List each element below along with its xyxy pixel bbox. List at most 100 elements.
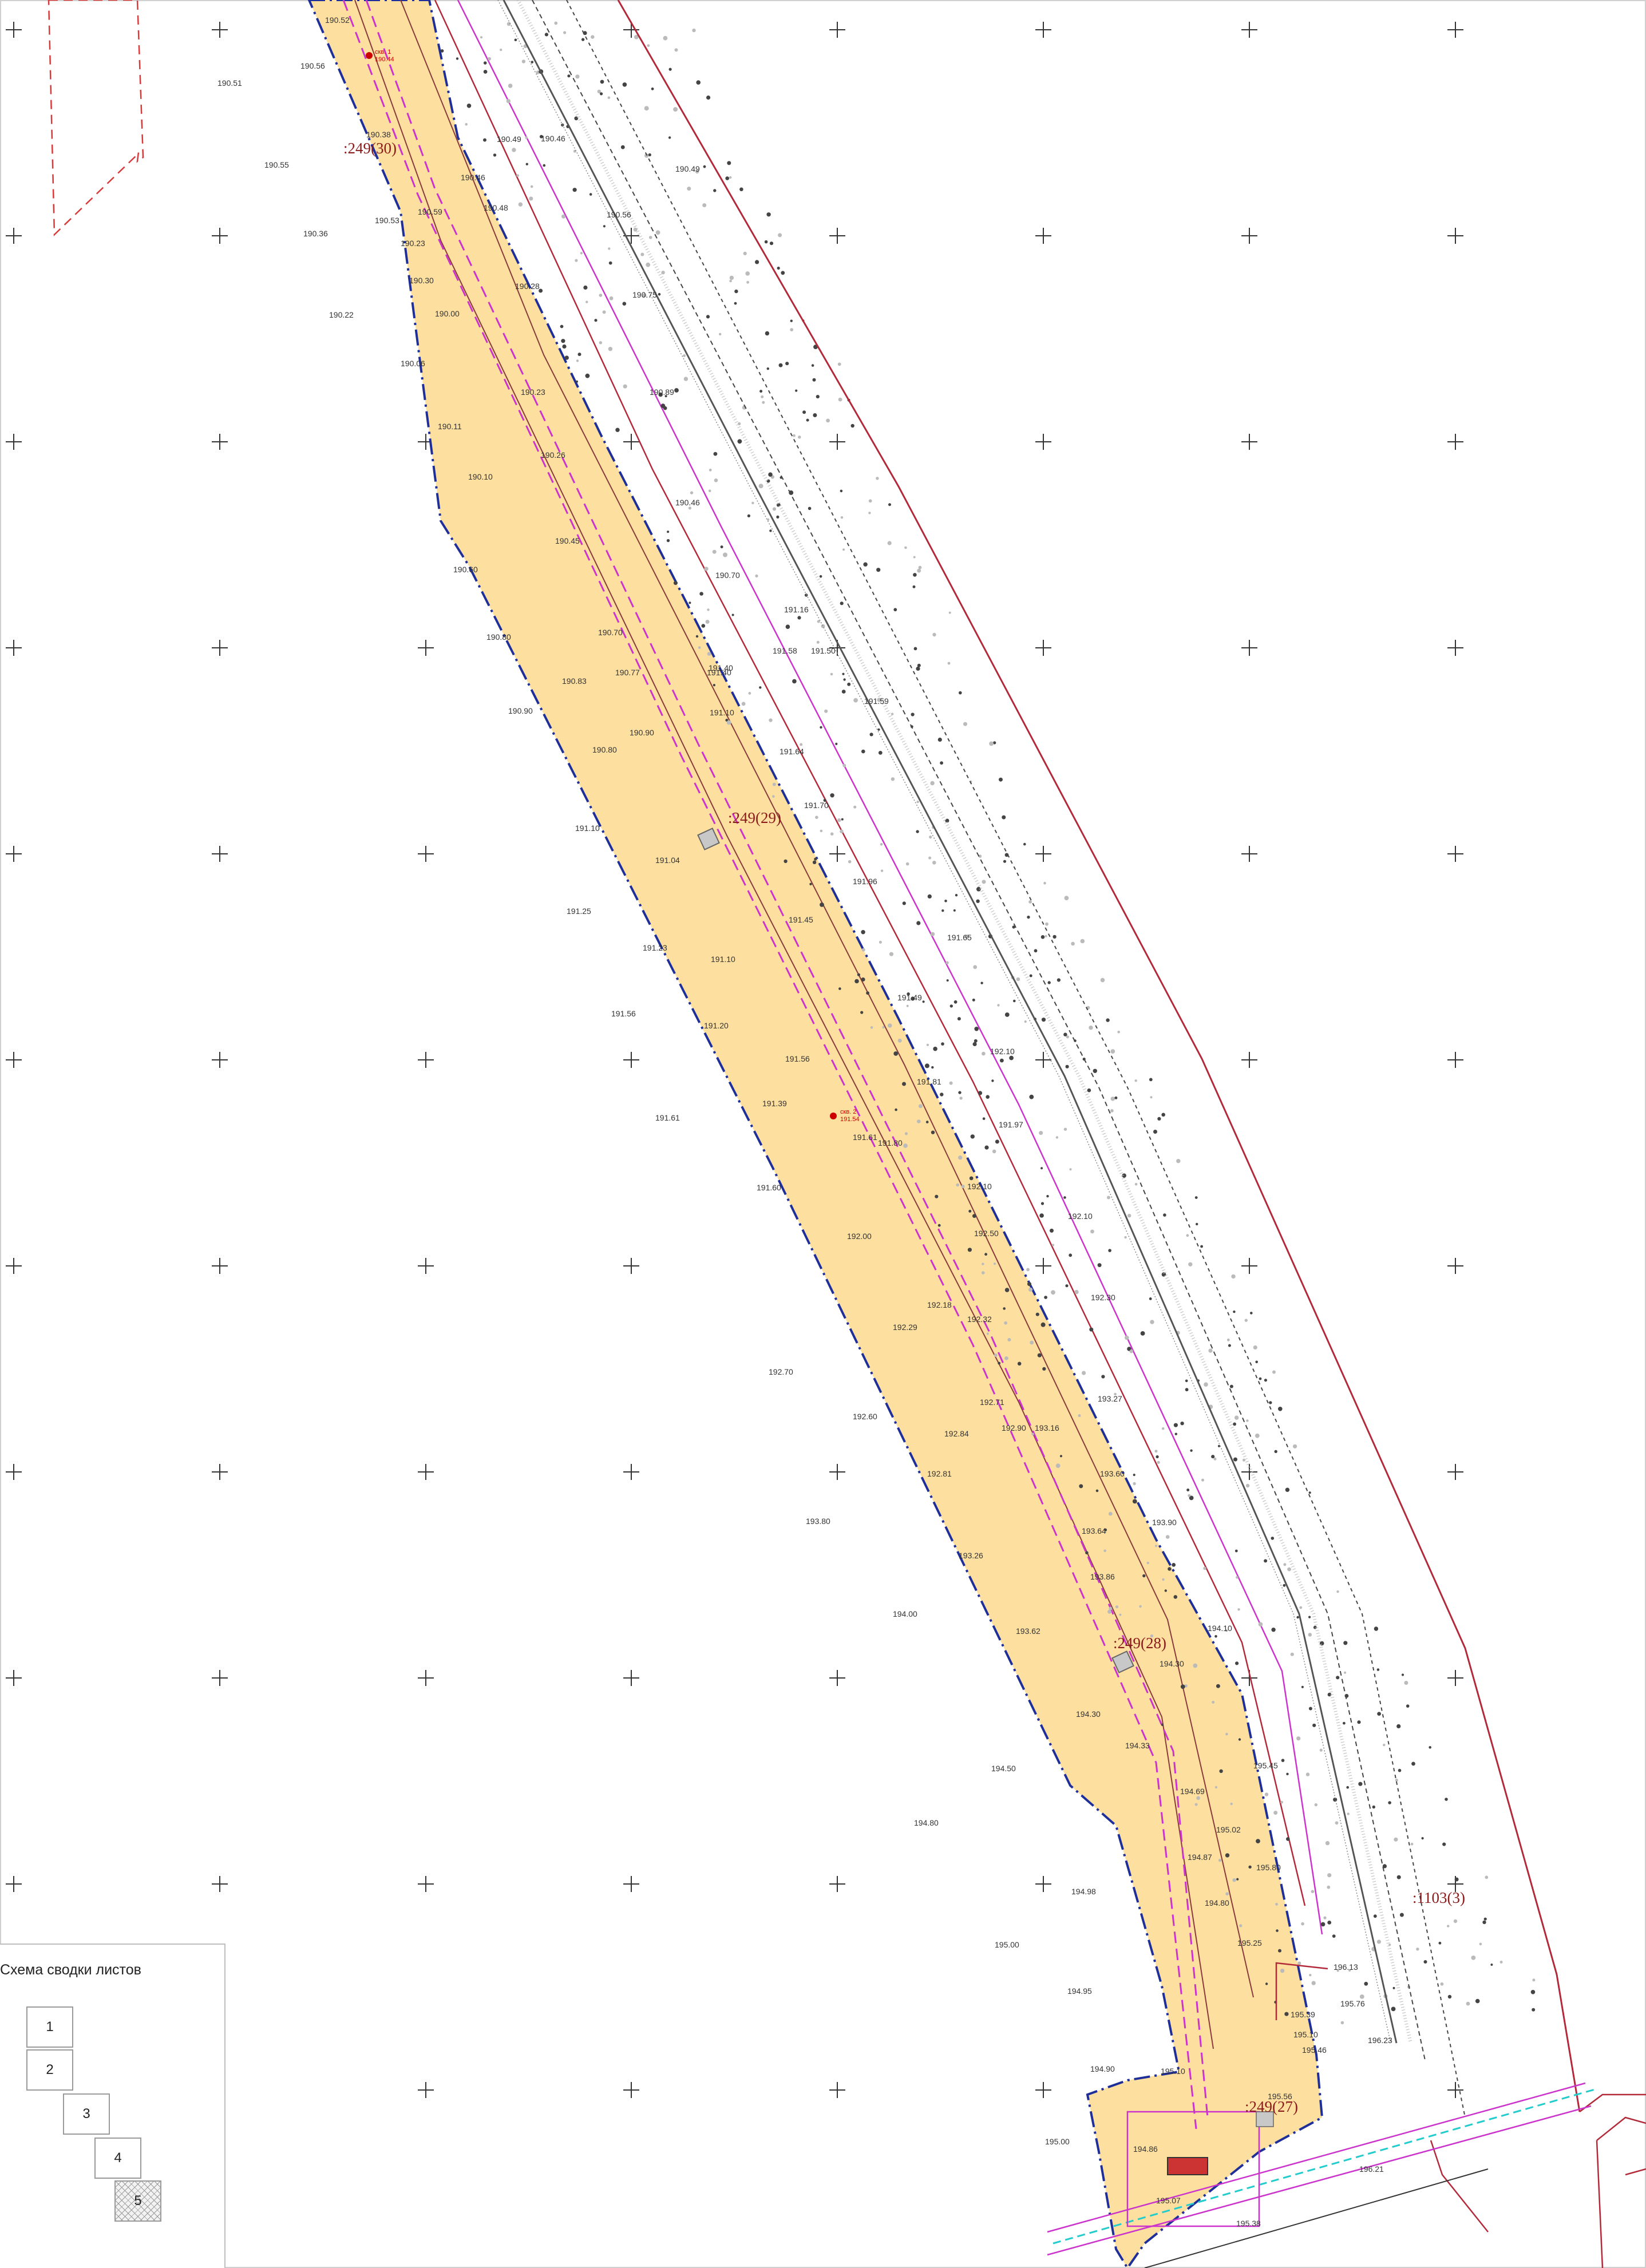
sheet-1[interactable]: 1 xyxy=(26,2006,73,2048)
vegetation-dot xyxy=(1186,1489,1190,1491)
vegetation-dot xyxy=(776,515,780,519)
grid-cross xyxy=(623,1052,639,1068)
vegetation-dot xyxy=(877,728,880,731)
vegetation-dot xyxy=(1392,1986,1395,1989)
vegetation-dot xyxy=(880,843,883,846)
vegetation-dot xyxy=(1114,1096,1118,1099)
vegetation-dot xyxy=(1026,1268,1030,1272)
elevation-label: 192.10 xyxy=(1068,1212,1093,1221)
vegetation-dot xyxy=(1395,1778,1398,1782)
elevation-label: 190.75 xyxy=(632,290,657,299)
vegetation-dot xyxy=(648,153,651,157)
vegetation-dot xyxy=(1232,1878,1236,1882)
vegetation-dot xyxy=(719,333,722,336)
vegetation-dot xyxy=(1376,1668,1380,1671)
elevation-label: 195.25 xyxy=(1237,1938,1262,1948)
vegetation-dot xyxy=(1297,1961,1301,1965)
vegetation-dot xyxy=(1004,1288,1010,1292)
vegetation-dot xyxy=(1233,1422,1237,1426)
vegetation-dot xyxy=(1388,1801,1391,1804)
vegetation-dot xyxy=(512,148,516,152)
vegetation-dot xyxy=(720,545,723,549)
vegetation-dot xyxy=(1357,1720,1361,1724)
vegetation-dot xyxy=(1238,1738,1241,1741)
elevation-label: 191.96 xyxy=(853,877,877,886)
vegetation-dot xyxy=(1028,900,1032,904)
grid-cross xyxy=(829,1876,845,1892)
vegetation-dot xyxy=(1029,1094,1034,1099)
magenta-dashed-1 xyxy=(365,0,1209,2118)
vegetation-dot xyxy=(1248,1865,1252,1869)
vegetation-dot xyxy=(1286,1837,1290,1841)
vegetation-dot xyxy=(1253,1345,1257,1350)
vegetation-dot xyxy=(1305,1772,1310,1776)
grid-cross xyxy=(212,1464,228,1480)
sheet-3[interactable]: 3 xyxy=(63,2093,110,2135)
magenta-solid xyxy=(457,0,1323,1935)
elevation-label: 194.95 xyxy=(1067,1986,1092,1996)
vegetation-dot xyxy=(955,894,958,897)
elevation-label: 194.30 xyxy=(1160,1659,1184,1668)
vegetation-dot xyxy=(946,979,949,982)
vegetation-dot xyxy=(1045,922,1048,926)
vegetation-dot xyxy=(1133,1482,1136,1486)
vegetation-dot xyxy=(986,1095,990,1099)
elevation-label: 190.48 xyxy=(484,203,508,212)
sheet-5[interactable]: 5 xyxy=(114,2180,161,2222)
sheet-2[interactable]: 2 xyxy=(26,2049,73,2091)
vegetation-dot xyxy=(755,574,758,578)
elevation-label: 195.10 xyxy=(1293,2030,1318,2039)
elevation-label: 195.46 xyxy=(1302,2045,1327,2055)
vegetation-dot xyxy=(723,552,727,557)
vegetation-dot xyxy=(927,894,932,899)
vegetation-dot xyxy=(758,484,763,489)
elevation-label: 191.40 xyxy=(709,663,733,672)
grid-cross xyxy=(418,1670,434,1686)
vegetation-dot xyxy=(581,38,585,41)
elevation-label: 191.70 xyxy=(804,801,829,810)
vegetation-dot xyxy=(1164,1589,1168,1592)
vegetation-dot xyxy=(821,624,825,628)
vegetation-dot xyxy=(968,1209,972,1213)
vegetation-dot xyxy=(769,718,773,722)
elevation-label: 193.64 xyxy=(1082,1526,1106,1535)
vegetation-dot xyxy=(1040,1322,1046,1327)
vegetation-dot xyxy=(709,468,712,472)
vegetation-dot xyxy=(769,242,774,246)
vegetation-dot xyxy=(902,901,906,905)
vegetation-dot xyxy=(1296,1616,1299,1619)
vegetation-dot xyxy=(941,909,944,912)
elevation-label: 195.02 xyxy=(1216,1825,1241,1834)
vegetation-dot xyxy=(1532,2008,1536,2012)
vegetation-dot xyxy=(903,1143,908,1148)
vegetation-dot xyxy=(982,1271,985,1274)
vegetation-dot xyxy=(1312,1723,1316,1727)
vegetation-dot xyxy=(830,793,834,798)
grid-cross xyxy=(212,640,228,656)
legend-title: Схема сводки листов xyxy=(0,1962,141,1978)
vegetation-dot xyxy=(895,1108,897,1111)
vegetation-dot xyxy=(817,620,820,623)
vegetation-dot xyxy=(1311,1981,1316,1985)
vegetation-dot xyxy=(868,512,871,514)
vegetation-dot xyxy=(937,1224,941,1227)
vegetation-dot xyxy=(800,743,803,746)
sheet-4[interactable]: 4 xyxy=(94,2138,141,2179)
vegetation-dot xyxy=(924,1063,929,1068)
sheet-3-label: 3 xyxy=(82,2106,90,2121)
vegetation-dot xyxy=(1364,1981,1368,1986)
vegetation-dot xyxy=(967,1248,972,1252)
vegetation-dot xyxy=(739,187,743,192)
vegetation-dot xyxy=(683,377,689,381)
vegetation-dot xyxy=(734,289,738,294)
vegetation-dot xyxy=(726,720,731,725)
vegetation-dot xyxy=(507,22,511,26)
vegetation-dot xyxy=(608,347,613,351)
vegetation-dot xyxy=(699,592,703,596)
vegetation-dot xyxy=(1214,1635,1217,1638)
vegetation-dot xyxy=(1244,1319,1248,1322)
grid-cross xyxy=(212,1670,228,1686)
vegetation-dot xyxy=(1483,1917,1487,1921)
